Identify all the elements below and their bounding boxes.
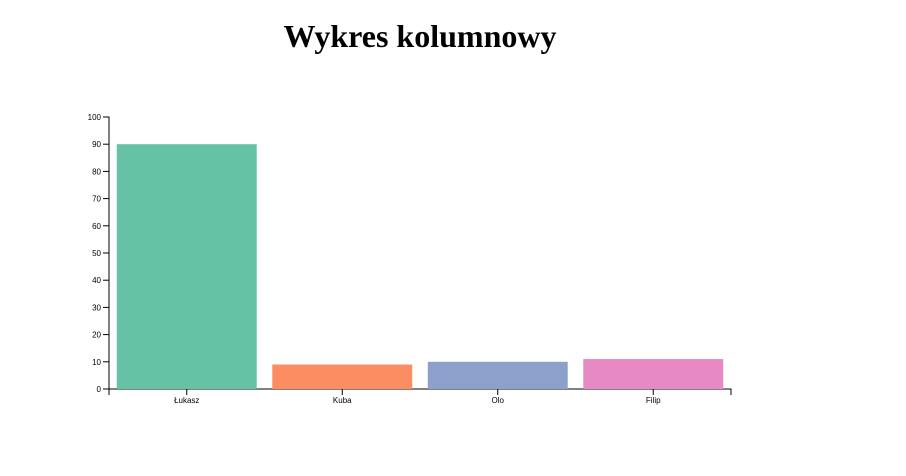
x-tick-label: Łukasz: [174, 396, 199, 405]
y-tick-label: 90: [92, 140, 101, 149]
bar-3: [583, 359, 724, 389]
bar-1: [272, 364, 413, 389]
bars: [116, 144, 724, 389]
y-tick-label: 60: [92, 222, 101, 231]
x-tick-label: Kuba: [333, 396, 352, 405]
y-tick-label: 100: [88, 113, 102, 122]
y-tick-label: 0: [97, 385, 102, 394]
x-tick-label: Filip: [646, 396, 661, 405]
x-axis-line: [108, 388, 732, 395]
x-axis: Łukasz Kuba Olo Filip: [108, 388, 732, 405]
x-tick-label: Olo: [492, 396, 505, 405]
y-tick-label: 70: [92, 195, 101, 204]
y-axis: 0 10 20 30 40 50 60 70 80 90 100: [88, 113, 110, 394]
y-tick-label: 10: [92, 358, 101, 367]
y-tick-label: 50: [92, 249, 101, 258]
bar-0: [116, 144, 257, 389]
y-tick-label: 40: [92, 276, 101, 285]
y-tick-label: 80: [92, 167, 101, 176]
y-tick-label: 20: [92, 331, 101, 340]
chart-title: Wykres kolumnowy: [283, 18, 557, 54]
bar-2: [427, 361, 568, 389]
y-tick-label: 30: [92, 303, 101, 312]
